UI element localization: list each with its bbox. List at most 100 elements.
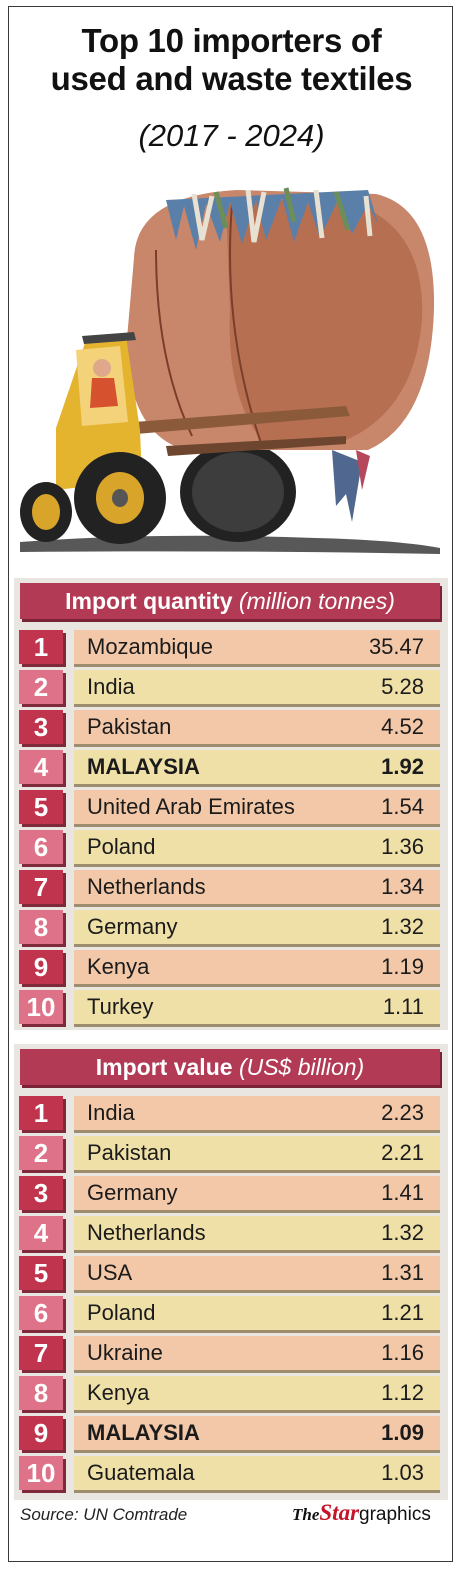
value-label: 1.92 — [381, 754, 424, 779]
rank-badge: 1 — [19, 1096, 63, 1130]
value-label: 2.21 — [381, 1140, 424, 1165]
table-row: 2 India 5.28 — [19, 670, 443, 706]
row-cell: India 5.28 — [74, 670, 440, 704]
country-name: Kenya — [87, 1380, 150, 1405]
header-title: Import quantity — [65, 588, 233, 614]
row-cell: Guatemala 1.03 — [74, 1456, 440, 1490]
table-row: 2 Pakistan 2.21 — [19, 1136, 443, 1172]
import-quantity-panel: Import quantity (million tonnes) 1 Mozamb… — [14, 578, 448, 1030]
value-label: 1.09 — [381, 1420, 424, 1445]
row-cell: Pakistan 2.21 — [74, 1136, 440, 1170]
row-cell: Kenya 1.19 — [74, 950, 440, 984]
country-name: MALAYSIA — [87, 1420, 200, 1445]
value-label: 1.16 — [381, 1340, 424, 1365]
row-cell: USA 1.31 — [74, 1256, 440, 1290]
value-label: 1.11 — [382, 994, 424, 1019]
rank-badge: 6 — [19, 1296, 63, 1330]
logo-the: The — [292, 1505, 320, 1524]
value-label: 1.12 — [381, 1380, 424, 1405]
row-cell: United Arab Emirates 1.54 — [74, 790, 440, 824]
country-name: Pakistan — [87, 1140, 172, 1165]
value-label: 4.52 — [381, 714, 424, 739]
row-cell: MALAYSIA 1.92 — [74, 750, 440, 784]
tractor-textile-bale-illustration — [20, 187, 440, 554]
row-cell: Netherlands 1.32 — [74, 1216, 440, 1250]
table-row: 4 Netherlands 1.32 — [19, 1216, 443, 1252]
value-label: 1.03 — [381, 1460, 424, 1485]
country-name: United Arab Emirates — [87, 794, 295, 819]
import-quantity-header: Import quantity (million tonnes) — [20, 583, 440, 619]
rank-badge: 6 — [19, 830, 63, 864]
table-row: 10 Turkey 1.11 — [19, 990, 443, 1026]
rank-badge: 2 — [19, 670, 63, 704]
table-row: 1 India 2.23 — [19, 1096, 443, 1132]
country-name: Guatemala — [87, 1460, 195, 1485]
row-cell: Poland 1.21 — [74, 1296, 440, 1330]
country-name: Netherlands — [87, 874, 206, 899]
table-row: 1 Mozambique 35.47 — [19, 630, 443, 666]
country-name: MALAYSIA — [87, 754, 200, 779]
title-line-2: used and waste textiles — [50, 60, 413, 97]
table-row: 3 Pakistan 4.52 — [19, 710, 443, 746]
import-value-panel: Import value (US$ billion) 1 India 2.23 2 Pa… — [14, 1044, 448, 1500]
value-label: 2.23 — [381, 1100, 424, 1125]
value-label: 1.36 — [381, 834, 424, 859]
value-label: 1.31 — [381, 1260, 424, 1285]
table-row: 7 Netherlands 1.34 — [19, 870, 443, 906]
row-cell: Germany 1.41 — [74, 1176, 440, 1210]
title-line-1: Top 10 importers of — [81, 22, 382, 59]
rank-badge: 3 — [19, 710, 63, 744]
table-row: 9 Kenya 1.19 — [19, 950, 443, 986]
value-label: 5.28 — [381, 674, 424, 699]
country-name: Poland — [87, 1300, 156, 1325]
import-value-header: Import value (US$ billion) — [20, 1049, 440, 1085]
table-row: 8 Kenya 1.12 — [19, 1376, 443, 1412]
row-cell: Turkey 1.11 — [74, 990, 440, 1024]
value-label: 1.32 — [381, 914, 424, 939]
row-cell: Ukraine 1.16 — [74, 1336, 440, 1370]
rank-badge: 9 — [19, 1416, 63, 1450]
row-cell: Germany 1.32 — [74, 910, 440, 944]
row-cell: Mozambique 35.47 — [74, 630, 440, 664]
rank-badge: 5 — [19, 1256, 63, 1290]
table-row: 9 MALAYSIA 1.09 — [19, 1416, 443, 1452]
country-name: Germany — [87, 1180, 178, 1205]
table-row: 6 Poland 1.36 — [19, 830, 443, 866]
row-cell: India 2.23 — [74, 1096, 440, 1130]
rank-badge: 4 — [19, 750, 63, 784]
table-row: 6 Poland 1.21 — [19, 1296, 443, 1332]
country-name: Pakistan — [87, 714, 172, 739]
value-label: 35.47 — [368, 634, 424, 659]
row-cell: Netherlands 1.34 — [74, 870, 440, 904]
country-name: Kenya — [87, 954, 150, 979]
rank-badge: 9 — [19, 950, 63, 984]
rank-badge: 10 — [19, 1456, 63, 1490]
header-unit: (US$ billion) — [238, 1054, 365, 1080]
value-label: 1.54 — [381, 794, 424, 819]
table-row: 4 MALAYSIA 1.92 — [19, 750, 443, 786]
rank-badge: 3 — [19, 1176, 63, 1210]
table-row: 7 Ukraine 1.16 — [19, 1336, 443, 1372]
logo-graphics: graphics — [359, 1504, 431, 1525]
country-name: India — [87, 674, 135, 699]
table-row: 8 Germany 1.32 — [19, 910, 443, 946]
subtitle: (2017 - 2024) — [138, 118, 325, 153]
page-title: Top 10 importers of used and waste texti… — [0, 22, 463, 98]
rank-badge: 2 — [19, 1136, 63, 1170]
rank-badge: 8 — [19, 1376, 63, 1410]
header-title: Import value — [95, 1054, 233, 1080]
value-label: 1.21 — [381, 1300, 424, 1325]
value-label: 1.32 — [381, 1220, 424, 1245]
value-label: 1.34 — [381, 874, 424, 899]
rank-badge: 1 — [19, 630, 63, 664]
value-label: 1.41 — [381, 1180, 424, 1205]
source-note: Source: UN Comtrade — [20, 1505, 188, 1524]
country-name: Germany — [87, 914, 178, 939]
rank-badge: 10 — [19, 990, 63, 1024]
country-name: Ukraine — [87, 1340, 163, 1365]
country-name: Poland — [87, 834, 156, 859]
row-cell: MALAYSIA 1.09 — [74, 1416, 440, 1450]
rank-badge: 4 — [19, 1216, 63, 1250]
table-row: 3 Germany 1.41 — [19, 1176, 443, 1212]
country-name: USA — [87, 1260, 133, 1285]
